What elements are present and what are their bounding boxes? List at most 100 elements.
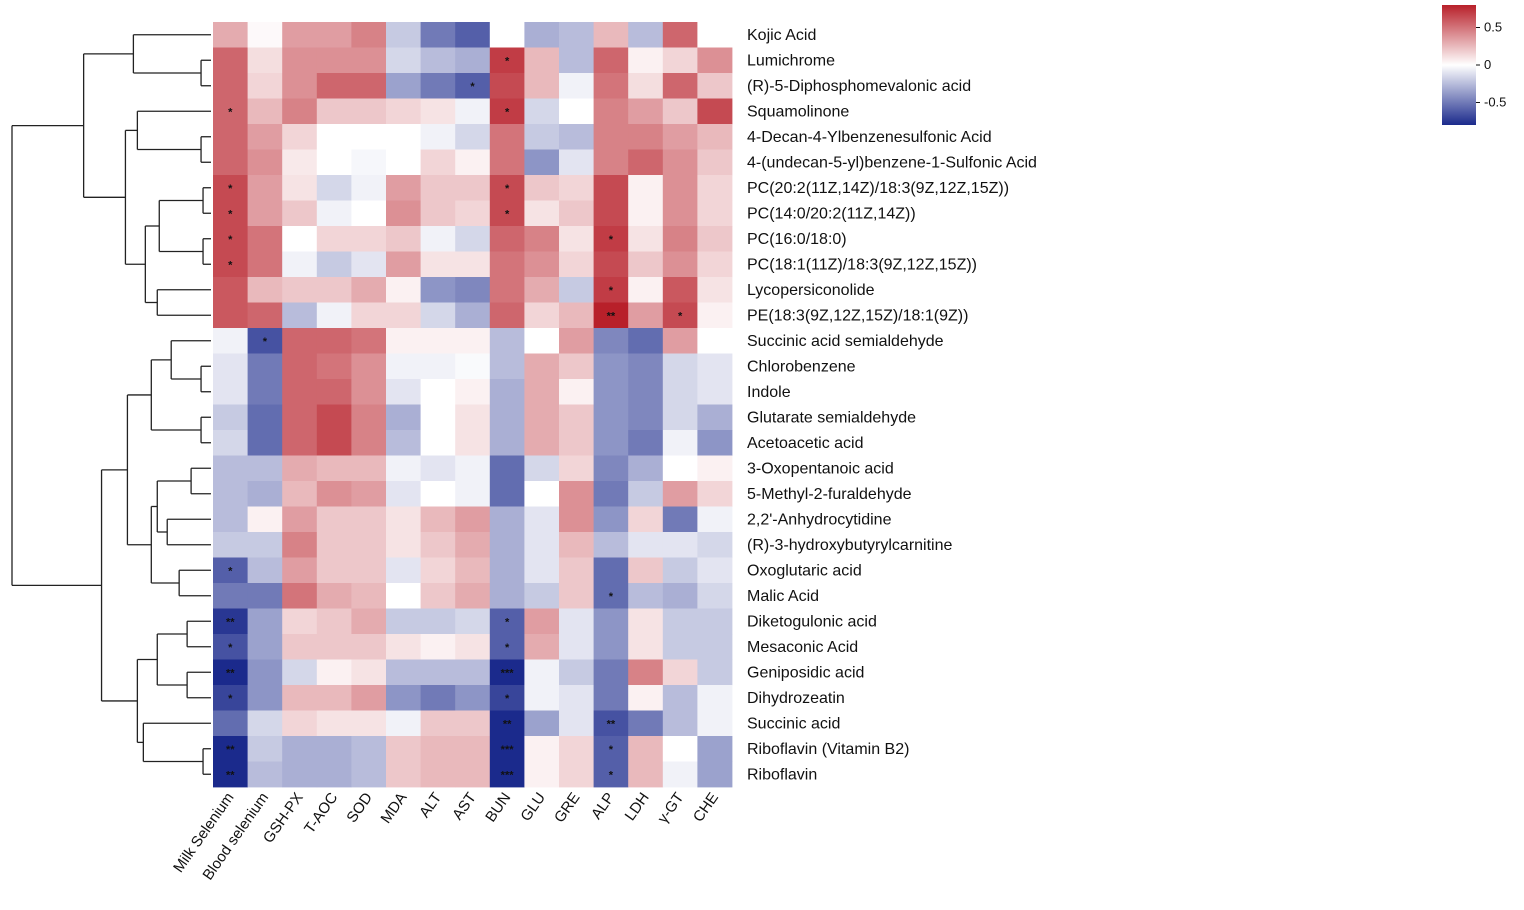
heatmap-cell	[351, 455, 387, 482]
heatmap-cell	[697, 47, 733, 74]
heatmap-cell	[489, 532, 525, 558]
heatmap-cell	[593, 124, 629, 150]
heatmap-cell	[628, 506, 664, 533]
heatmap-cell	[593, 455, 629, 482]
heatmap-cell	[316, 761, 352, 788]
heatmap-cell	[455, 761, 491, 788]
heatmap-cell	[213, 557, 248, 584]
heatmap-cell	[455, 659, 491, 686]
heatmap-cell	[351, 557, 387, 584]
heatmap-cell	[628, 73, 664, 99]
heatmap-cell	[593, 506, 629, 533]
row-labels: Kojic Acid Lumichrome (R)-5-Diphosphomeval…	[747, 27, 1037, 784]
heatmap-cell	[559, 98, 594, 125]
heatmap-cell	[524, 532, 560, 558]
heatmap-cell	[420, 353, 456, 380]
heatmap-cell	[386, 73, 421, 99]
heatmap-cell	[559, 736, 594, 762]
heatmap-cell	[351, 22, 387, 48]
significance-mark: *	[505, 616, 510, 628]
heatmap-cell	[524, 710, 560, 737]
heatmap-cell	[213, 608, 248, 635]
heatmap-cell	[247, 583, 283, 609]
heatmap-cell	[489, 506, 525, 533]
significance-mark: **	[226, 667, 235, 679]
row-label: Succinic acid semialdehyde	[747, 333, 944, 350]
significance-mark: *	[609, 744, 614, 756]
heatmap-cell	[662, 736, 698, 762]
significance-marks: *** ** ** ** ***** ****** ** *** **** *** **** *** *…	[226, 55, 683, 781]
heatmap-cell	[524, 608, 560, 635]
significance-mark: *	[228, 259, 233, 271]
heatmap-cell	[524, 481, 560, 507]
heatmap-cell	[420, 404, 456, 431]
heatmap-cell	[489, 455, 525, 482]
row-label: PC(18:1(11Z)/18:3(9Z,12Z,15Z))	[747, 256, 977, 273]
heatmap-cell	[386, 200, 421, 227]
heatmap-cell	[697, 659, 733, 686]
heatmap-cell	[247, 379, 283, 405]
heatmap-cell	[559, 73, 594, 99]
heatmap-cell	[316, 506, 352, 533]
heatmap-cell	[524, 200, 560, 227]
heatmap-cell	[386, 761, 421, 788]
heatmap-cell	[593, 353, 629, 380]
heatmap-cell	[559, 353, 594, 380]
heatmap-cell	[455, 583, 491, 609]
heatmap-cell	[386, 22, 421, 48]
heatmap-cell	[420, 200, 456, 227]
heatmap-cell	[316, 481, 352, 507]
heatmap-cell	[524, 634, 560, 660]
heatmap-cell	[662, 22, 698, 48]
row-label: Chlorobenzene	[747, 358, 856, 375]
heatmap-cell	[455, 149, 491, 176]
heatmap-cell	[420, 302, 456, 329]
heatmap-cell	[282, 532, 318, 558]
heatmap-cell	[282, 22, 318, 48]
heatmap-cell	[628, 659, 664, 686]
heatmap-cell	[697, 98, 733, 125]
significance-mark: *	[505, 208, 510, 220]
heatmap-cell	[316, 736, 352, 762]
significance-mark: *	[263, 336, 268, 348]
heatmap-cell	[559, 47, 594, 74]
column-label: BUN	[482, 790, 514, 826]
significance-mark: **	[226, 744, 235, 756]
heatmap-cell	[316, 277, 352, 303]
heatmap-cell	[593, 302, 629, 329]
heatmap-cell	[386, 251, 421, 278]
heatmap-cell	[316, 532, 352, 558]
heatmap-cell	[213, 200, 248, 227]
heatmap-cell	[628, 47, 664, 74]
heatmap-cell	[697, 73, 733, 99]
heatmap-cell	[282, 149, 318, 176]
heatmap-cell	[559, 557, 594, 584]
row-label: Oxoglutaric acid	[747, 562, 862, 579]
heatmap-cell	[316, 73, 352, 99]
significance-mark: *	[228, 183, 233, 195]
heatmap-cell	[386, 328, 421, 354]
heatmap-cell	[213, 430, 248, 456]
heatmap-cell	[628, 149, 664, 176]
heatmap-cell	[662, 302, 698, 329]
heatmap-cell	[489, 124, 525, 150]
row-label: (R)-5-Diphosphomevalonic acid	[747, 78, 971, 95]
heatmap-cell	[386, 659, 421, 686]
heatmap-cell	[628, 124, 664, 150]
heatmap-cell	[559, 404, 594, 431]
heatmap-cell	[559, 277, 594, 303]
heatmap-cell	[524, 659, 560, 686]
heatmap-cell	[593, 557, 629, 584]
heatmap-cell	[697, 277, 733, 303]
heatmap-cell	[316, 710, 352, 737]
heatmap-cell	[282, 328, 318, 354]
heatmap-cell	[455, 302, 491, 329]
heatmap-cell	[524, 583, 560, 609]
heatmap-cell	[316, 557, 352, 584]
heatmap-cell	[697, 200, 733, 227]
heatmap-cell	[559, 251, 594, 278]
heatmap-cell	[213, 302, 248, 329]
significance-mark: **	[607, 718, 616, 730]
heatmap-cell	[455, 328, 491, 354]
